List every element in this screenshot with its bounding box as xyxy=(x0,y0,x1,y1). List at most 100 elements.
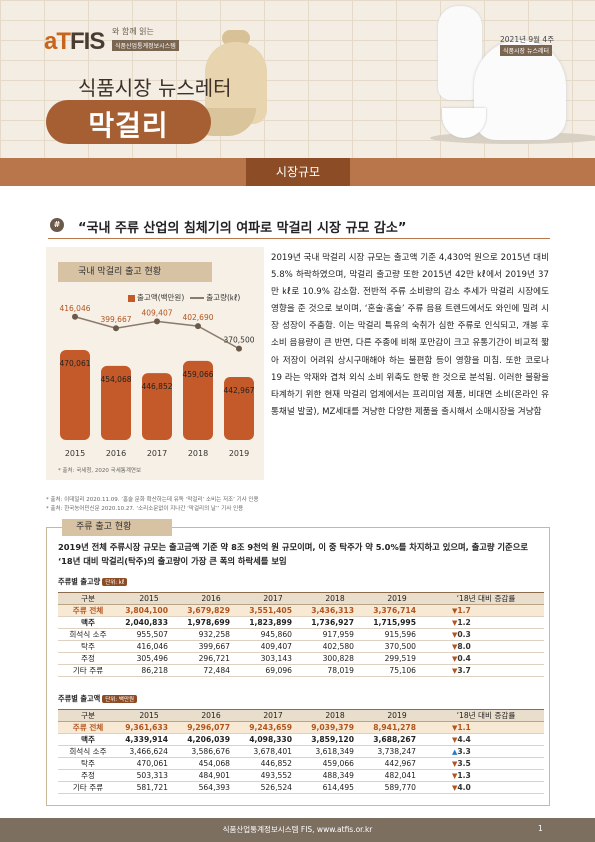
chart-bar xyxy=(142,373,172,440)
legend-bar-swatch xyxy=(128,294,135,302)
white-jar-illustration xyxy=(474,40,566,140)
volume-table: 구분 2015 2016 2017 2018 2019 ‘18년 대비 증감률 주류 전체 3,… xyxy=(58,592,544,677)
issue-label: 식품시장 뉴스레터 xyxy=(500,45,553,56)
table-cell: 399,667 xyxy=(180,640,242,653)
table-cell: 446,852 xyxy=(242,757,304,770)
table-cell: 69,096 xyxy=(242,664,304,677)
table-cell: 4,339,914 xyxy=(118,733,180,746)
column-header: 2016 xyxy=(180,592,242,605)
table-cell: 3,859,120 xyxy=(304,733,366,746)
row-label: 기타 주류 xyxy=(58,781,118,794)
table-cell: 932,258 xyxy=(180,628,242,641)
table-cell: 303,143 xyxy=(242,652,304,665)
down-triangle-icon: ▼ xyxy=(452,607,458,615)
table-row: 주정 305,496 296,721 303,143 300,828 299,519 ▼0.… xyxy=(58,652,544,665)
row-label: 주정 xyxy=(58,769,118,782)
table-cell: 564,393 xyxy=(180,781,242,794)
down-triangle-icon: ▼ xyxy=(452,736,458,744)
down-triangle-icon: ▼ xyxy=(452,631,458,639)
bar-value-label: 446,852 xyxy=(141,382,172,391)
x-tick-label: 2016 xyxy=(106,449,126,458)
section-title: 시장규모 xyxy=(246,158,350,186)
table-cell: 4,206,039 xyxy=(180,733,242,746)
column-header: 2017 xyxy=(242,709,304,722)
table-cell: 305,496 xyxy=(118,652,180,665)
table-cell: 484,901 xyxy=(180,769,242,782)
row-label: 주류 전체 xyxy=(58,721,118,734)
footer-text: 식품산업통계정보시스템 FIS, www.atfis.or.kr xyxy=(222,825,373,834)
line-value-label: 409,407 xyxy=(141,308,172,317)
down-triangle-icon: ▼ xyxy=(452,667,458,675)
change-rate-cell: ▼3.5 xyxy=(428,757,544,770)
atfis-logo[interactable]: aTFIS xyxy=(44,28,105,55)
line-point xyxy=(72,313,78,320)
down-triangle-icon: ▼ xyxy=(452,760,458,768)
table-cell: 9,039,379 xyxy=(304,721,366,734)
change-rate-cell: ▼4.0 xyxy=(428,781,544,794)
footer: 식품산업통계정보시스템 FIS, www.atfis.or.kr 1 xyxy=(0,818,595,842)
headline: “국내 주류 산업의 침체기의 여파로 막걸리 시장 규모 감소” xyxy=(78,221,407,236)
table-cell: 299,519 xyxy=(366,652,428,665)
down-triangle-icon: ▼ xyxy=(452,724,458,732)
row-label: 기타 주류 xyxy=(58,664,118,677)
line-value-label: 399,667 xyxy=(100,315,131,324)
table-cell: 470,061 xyxy=(118,757,180,770)
line-point xyxy=(113,325,119,332)
column-header: 2018 xyxy=(304,592,366,605)
change-rate-cell: ▼1.1 xyxy=(428,721,544,734)
row-label: 희석식 소주 xyxy=(58,745,118,758)
change-rate-cell: ▼8.0 xyxy=(428,640,544,653)
change-rate-cell: ▼4.4 xyxy=(428,733,544,746)
table-cell: 488,349 xyxy=(304,769,366,782)
change-rate-cell: ▼1.7 xyxy=(428,604,544,617)
chart-legend: 출고액(백만원) 출고량(㎘) xyxy=(128,292,240,303)
table-cell: 75,106 xyxy=(366,664,428,677)
change-rate-cell: ▼1.3 xyxy=(428,769,544,782)
source-note-1: * 출처: 이데일리 2020.11.09. ‘홈술 문화 확산하는데 유독 ‘… xyxy=(46,497,259,503)
column-header: 2018 xyxy=(304,709,366,722)
chart-bar xyxy=(183,360,213,440)
bar-value-label: 454,068 xyxy=(100,375,131,384)
table-row: 기타 주류 581,721 564,393 526,524 614,495 589,770… xyxy=(58,781,544,794)
table-row: 맥주 4,339,914 4,206,039 4,098,330 3,859,120 3,… xyxy=(58,733,544,746)
table-cell: 3,436,313 xyxy=(304,604,366,617)
table-cell: 9,361,633 xyxy=(118,721,180,734)
x-tick-label: 2019 xyxy=(229,449,249,458)
table-cell: 78,019 xyxy=(304,664,366,677)
table-row: 주정 503,313 484,901 493,552 488,349 482,041 ▼1.… xyxy=(58,769,544,782)
table-cell: 503,313 xyxy=(118,769,180,782)
column-header: 2019 xyxy=(366,709,428,722)
table-cell: 3,738,247 xyxy=(366,745,428,758)
table-row: 탁주 416,046 399,667 409,407 402,580 370,500 ▼8.… xyxy=(58,640,544,653)
row-label: 탁주 xyxy=(58,757,118,770)
liquor-section-title: 주류 출고 현황 xyxy=(62,519,172,536)
liquor-shipment-panel xyxy=(46,527,550,806)
column-header: 2016 xyxy=(180,709,242,722)
line-value-label: 402,690 xyxy=(182,313,213,322)
x-tick-label: 2017 xyxy=(147,449,167,458)
market-size-paragraph: 2019년 국내 막걸리 시장 규모는 출고액 기준 4,430억 원으로 20… xyxy=(271,253,549,417)
table-cell: 300,828 xyxy=(304,652,366,665)
table-cell: 3,376,714 xyxy=(366,604,428,617)
product-title: 막걸리 xyxy=(88,109,169,142)
table-cell: 9,243,659 xyxy=(242,721,304,734)
x-tick-label: 2015 xyxy=(65,449,85,458)
shipment-chart: 470,061 2015 454,068 2016 446,852 2017 459,066… xyxy=(59,304,254,458)
column-header: ‘18년 대비 증감률 xyxy=(428,709,544,722)
column-header: 구분 xyxy=(58,592,118,605)
logo-tagline: 와 함께 읽는 xyxy=(112,27,154,36)
change-rate-cell: ▼0.3 xyxy=(428,628,544,641)
line-value-label: 370,500 xyxy=(223,336,254,345)
table-cell: 526,524 xyxy=(242,781,304,794)
table-cell: 3,804,100 xyxy=(118,604,180,617)
volume-unit-badge: 단위: ㎘ xyxy=(102,578,128,586)
down-triangle-icon: ▼ xyxy=(452,772,458,780)
chart-bar xyxy=(101,365,131,440)
table-cell: 3,688,267 xyxy=(366,733,428,746)
value-unit-badge: 단위: 백만원 xyxy=(102,695,138,703)
table-cell: 72,484 xyxy=(180,664,242,677)
table-cell: 482,041 xyxy=(366,769,428,782)
chart-title: 국내 막걸리 출고 현황 xyxy=(58,262,212,282)
column-header: ‘18년 대비 증감률 xyxy=(428,592,544,605)
table-cell: 915,596 xyxy=(366,628,428,641)
